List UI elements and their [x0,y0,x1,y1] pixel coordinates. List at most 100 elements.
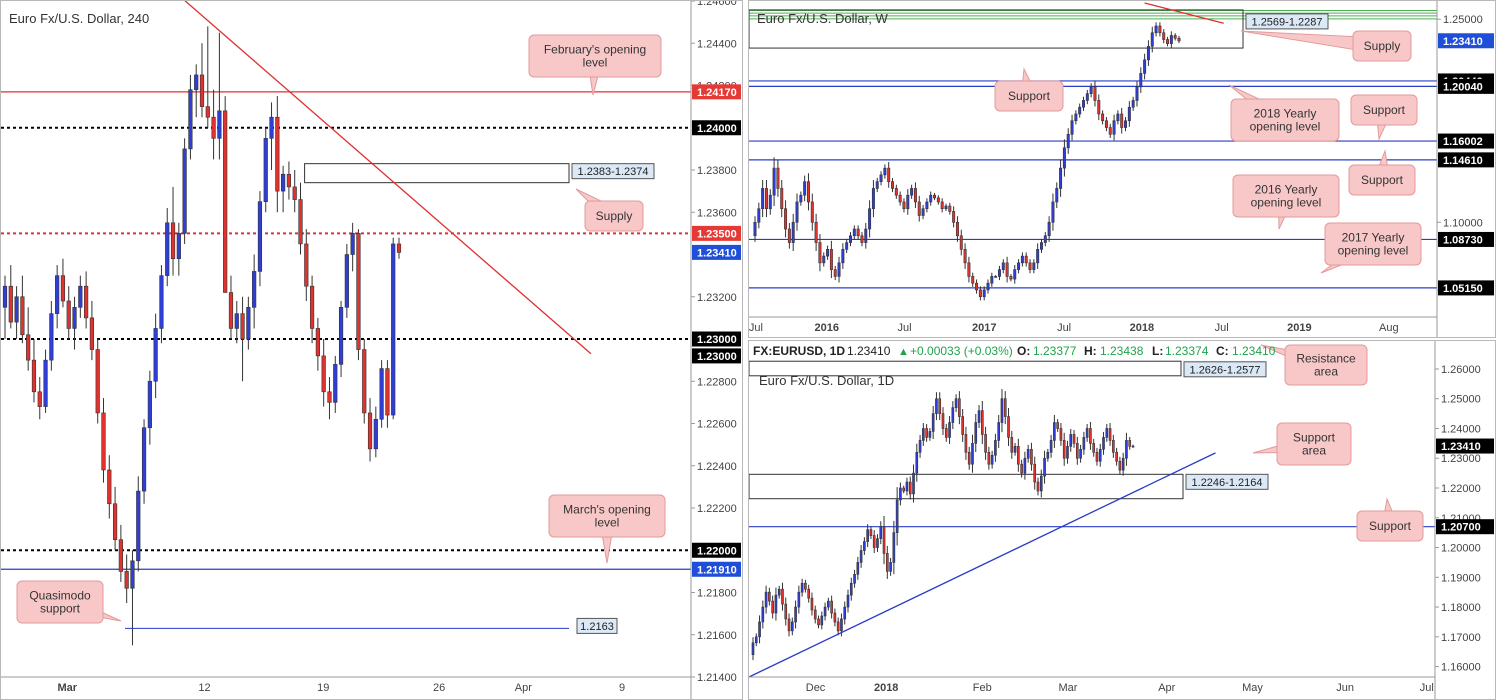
weekly-candle-body [1001,262,1005,270]
weekly-candle [1177,35,1181,44]
weekly-callout-text: opening level [1250,120,1321,134]
daily-candle [1036,477,1040,496]
h4-candle [257,191,263,287]
weekly-candle-body [784,208,788,230]
daily-price-tag-text: 1.23410 [1441,441,1481,453]
weekly-candle [902,198,906,213]
weekly-candle-body [1166,39,1170,44]
weekly-callout: Support [1350,94,1418,141]
daily-candle-body [1013,446,1017,453]
weekly-candle-body [1131,100,1135,108]
h4-level-tag-text: 1.24170 [697,87,737,99]
daily-candle-body [790,621,794,632]
daily-candle-body [863,541,866,551]
daily-candle-body [1118,460,1122,471]
daily-x-tick-label: Jun [1336,682,1354,694]
daily-x-tick-label: Feb [973,682,992,694]
daily-candle-body [846,594,850,608]
h4-candle [141,419,147,504]
h4-candle-body [327,391,332,403]
weekly-candle [1062,139,1066,177]
daily-callout-box [1284,344,1368,386]
weekly-candle-body [952,211,956,223]
daily-candle-body [856,562,860,575]
daily-candle-body [866,529,869,542]
h4-price-tag: 1.23000 [692,348,741,364]
h4-candle [315,317,320,371]
h4-candle-body [385,368,390,416]
weekly-level-tag-bg [1438,280,1494,296]
daily-candle-body [807,588,811,599]
weekly-callout-text: Support [1008,89,1051,103]
h4-level-tag-bg [692,84,741,100]
weekly-candle-body [1078,106,1082,115]
weekly-candle [940,198,944,213]
daily-level-tag: 1.20700 [1436,519,1494,535]
daily-candle-body [859,550,863,563]
h4-candle [367,398,373,462]
h4-y-tick-label: 1.23800 [697,165,737,177]
daily-candle-body [987,451,991,465]
weekly-candle [1154,22,1158,37]
weekly-candle [1036,243,1040,269]
weekly-candle [818,234,822,272]
weekly-callout: Support [1348,149,1416,196]
daily-candle-body [840,618,843,632]
weekly-candle-body [1020,255,1024,264]
daily-candle-body [990,454,994,465]
weekly-candle [990,272,994,287]
h4-level-tag-bg [692,542,741,558]
weekly-y-tick-label: 1.10000 [1443,217,1483,229]
weekly-callout-box [994,80,1064,112]
weekly-candle-body [772,167,776,196]
h4-candle-body [304,243,309,287]
weekly-candle [814,213,818,251]
h4-candle-body [124,571,129,589]
h4-candle-body [153,328,158,382]
weekly-candle [1017,259,1021,274]
daily-candle [1102,431,1105,455]
daily-candle-body [1062,440,1066,459]
daily-candle [935,392,938,421]
h4-candle-body [159,275,164,329]
daily-candle-body [1010,437,1014,453]
weekly-candle-body [902,201,906,210]
weekly-candle [841,243,845,269]
weekly-candle-body [955,221,959,237]
daily-candle-body [908,481,912,495]
weekly-x-tick-label: Jul [749,322,763,334]
daily-candle [797,585,801,614]
daily-candle-body [849,582,853,596]
h4-candle-body [26,334,31,361]
h4-candle-body [257,201,263,272]
weekly-candle-body [898,194,902,203]
daily-candle [869,526,873,540]
daily-x-tick-label: Dec [806,682,826,694]
h4-level-tag-bg [692,120,741,136]
h4-level-tag: 1.24000 [692,120,741,136]
daily-candle [948,415,951,444]
daily-chart[interactable]: 1.2626-1.25771.2246-1.2164Resistancearea… [749,341,1495,699]
h4-candle [26,307,31,371]
weekly-candle [910,184,914,199]
daily-candle-body [774,594,778,614]
daily-candle-body [1125,440,1128,459]
weekly-candle [1055,182,1059,209]
weekly-candle-body [818,242,822,264]
daily-close: 1.23410 [1232,344,1276,358]
weekly-chart-title: Euro Fx/U.S. Dollar, W [757,11,888,26]
weekly-candle-body [940,201,944,210]
daily-candle-body [872,535,876,548]
h4-y-tick-label: 1.22200 [697,503,737,515]
daily-candle [777,585,781,599]
h4-quasimodo-label-bg [576,617,618,634]
weekly-candle [994,275,998,278]
h4-chart-panel: 1.2383-1.2374 1.2163 February's opening lev… [0,0,743,700]
daily-candle [790,617,794,636]
weekly-candle-body [959,235,963,250]
weekly-candle-body [913,188,917,203]
daily-callout-text: Support [1293,431,1336,445]
